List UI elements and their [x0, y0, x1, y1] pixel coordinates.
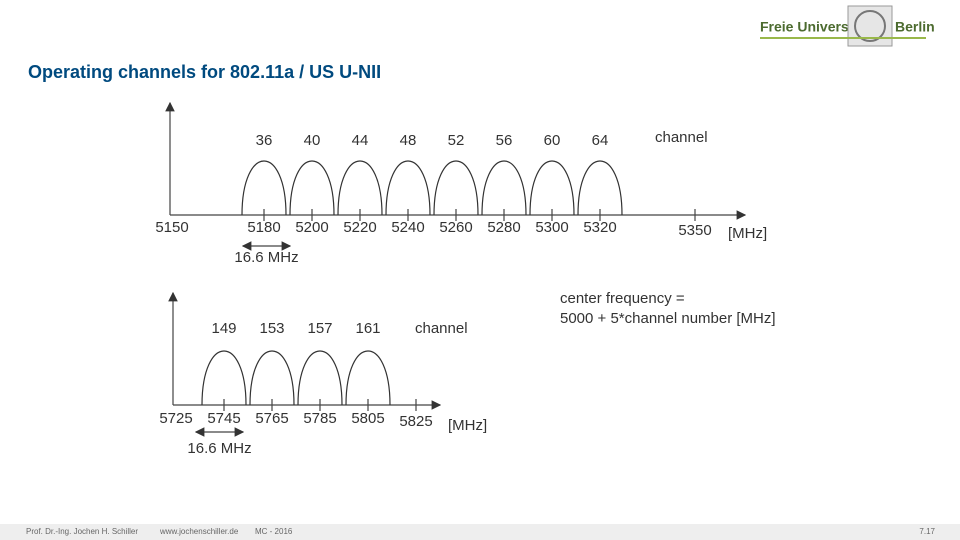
logo-text: Berlin [895, 19, 935, 35]
note: 5000 + 5*channel number [MHz] [560, 310, 776, 327]
frequency-label: 5745 [207, 410, 240, 427]
channel-number: 149 [211, 320, 236, 337]
frequency-label: 5300 [535, 219, 568, 236]
frequency-label: 5280 [487, 219, 520, 236]
channel-number: 56 [496, 132, 513, 149]
channel-spectrum [249, 350, 295, 406]
slide-title: Operating channels for 802.11a / US U-NI… [28, 62, 381, 82]
channel-spectrum [297, 350, 343, 406]
footer-page: 7.17 [919, 527, 935, 536]
channel-number: 40 [304, 132, 321, 149]
unit-label: [MHz] [448, 417, 487, 434]
footer-bar [0, 524, 960, 540]
channel-label: channel [655, 129, 708, 146]
channel-number: 44 [352, 132, 369, 149]
footer-course: MC - 2016 [255, 527, 293, 536]
channel-number: 52 [448, 132, 465, 149]
channel-spectrum [385, 160, 431, 216]
frequency-label: 5785 [303, 410, 336, 427]
channel-spectrum [529, 160, 575, 216]
bandwidth-label: 16.6 MHz [234, 249, 298, 266]
channel-spectrum [481, 160, 527, 216]
channel-label: channel [415, 320, 468, 337]
channel-spectrum [345, 350, 391, 406]
frequency-label: 5200 [295, 219, 328, 236]
frequency-label: 5220 [343, 219, 376, 236]
channel-number: 48 [400, 132, 417, 149]
channel-spectrum [289, 160, 335, 216]
frequency-label: 5180 [247, 219, 280, 236]
frequency-label: 5260 [439, 219, 472, 236]
frequency-label: 5240 [391, 219, 424, 236]
frequency-label: 5805 [351, 410, 384, 427]
unit-label: [MHz] [728, 225, 767, 242]
frequency-label: 5825 [399, 413, 432, 430]
channel-spectrum [433, 160, 479, 216]
logo-text: Freie Universität [760, 19, 870, 35]
channel-number: 64 [592, 132, 609, 149]
frequency-label: 5765 [255, 410, 288, 427]
frequency-label: 5725 [159, 410, 192, 427]
channel-number: 153 [259, 320, 284, 337]
footer-author: Prof. Dr.-Ing. Jochen H. Schiller [26, 527, 138, 536]
frequency-label: 5350 [678, 222, 711, 239]
frequency-label: 5320 [583, 219, 616, 236]
logo-seal-ring [854, 10, 886, 42]
channel-spectrum [337, 160, 383, 216]
bandwidth-label: 16.6 MHz [187, 440, 251, 457]
note: center frequency = [560, 290, 685, 307]
channel-spectrum [241, 160, 287, 216]
channel-number: 157 [307, 320, 332, 337]
channel-number: 161 [355, 320, 380, 337]
channel-number: 60 [544, 132, 561, 149]
channel-number: 36 [256, 132, 273, 149]
channel-spectrum [201, 350, 247, 406]
frequency-label: 5150 [155, 219, 188, 236]
footer-site: www.jochenschiller.de [159, 527, 239, 536]
channel-spectrum [577, 160, 623, 216]
